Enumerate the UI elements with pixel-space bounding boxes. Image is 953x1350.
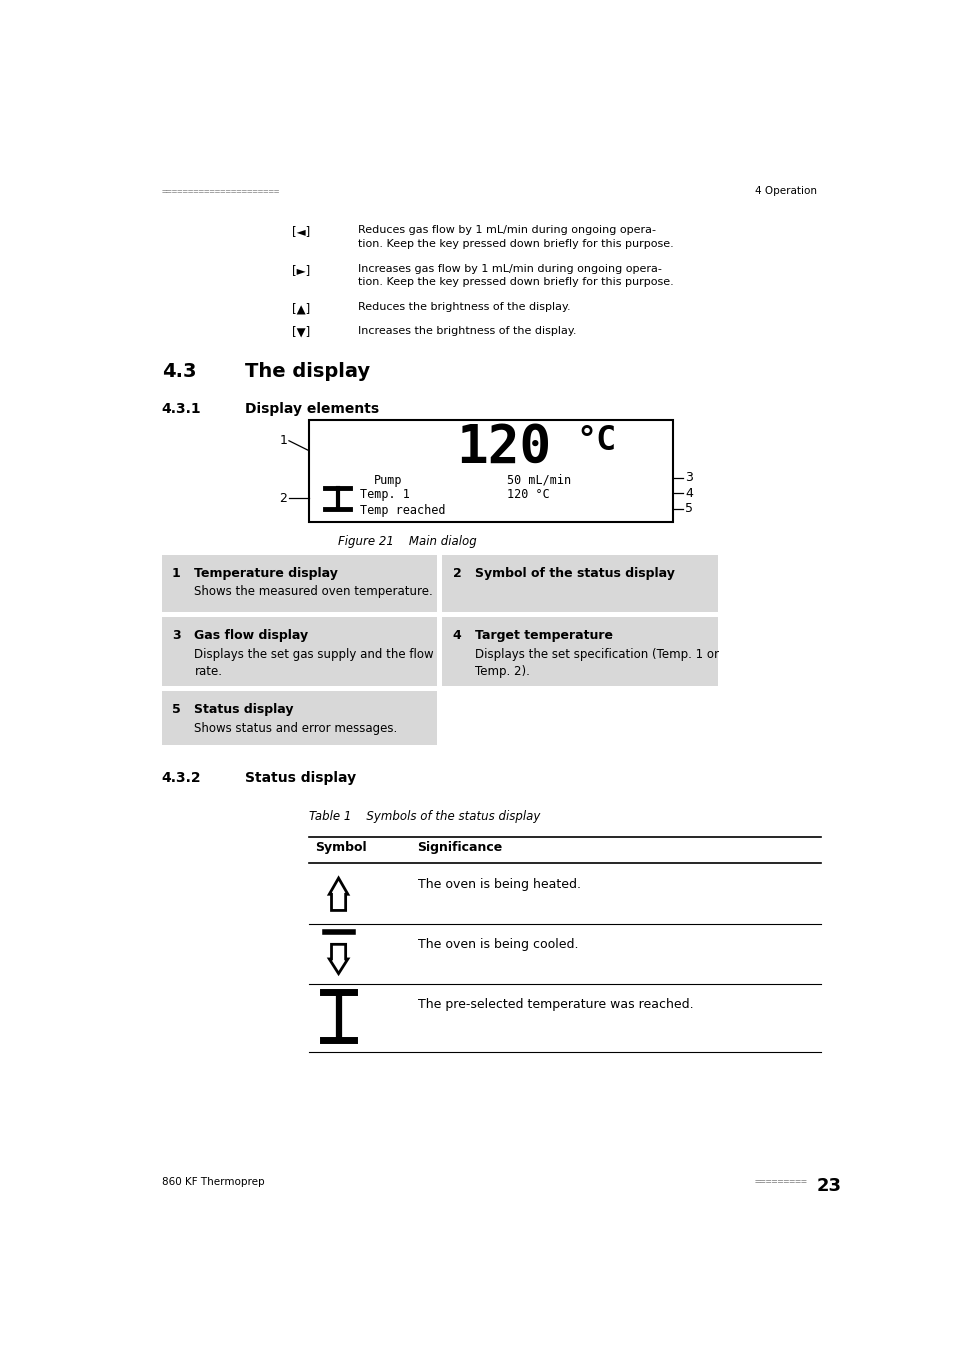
Text: Shows the measured oven temperature.: Shows the measured oven temperature. [194, 586, 433, 598]
Text: 4.3.2: 4.3.2 [162, 771, 201, 786]
Text: =========: ========= [754, 1177, 807, 1187]
Text: Temp reached: Temp reached [359, 504, 444, 517]
Text: 860 KF Thermoprep: 860 KF Thermoprep [162, 1177, 264, 1187]
Text: 23: 23 [816, 1177, 841, 1195]
Text: ======================: ====================== [162, 186, 280, 196]
Text: 5: 5 [172, 703, 180, 717]
Text: 5: 5 [684, 502, 692, 514]
Text: 4: 4 [452, 629, 460, 643]
FancyBboxPatch shape [442, 555, 717, 613]
Text: Displays the set specification (Temp. 1 or
Temp. 2).: Displays the set specification (Temp. 1 … [475, 648, 719, 678]
Text: Increases gas flow by 1 mL/min during ongoing opera-
tion. Keep the key pressed : Increases gas flow by 1 mL/min during on… [357, 263, 673, 288]
Text: Gas flow display: Gas flow display [194, 629, 308, 643]
Text: Pump: Pump [373, 474, 401, 487]
FancyBboxPatch shape [162, 617, 436, 686]
Text: [▲]: [▲] [292, 302, 310, 315]
Text: Symbol: Symbol [315, 841, 367, 855]
FancyBboxPatch shape [309, 420, 673, 522]
Text: 50 mL/min: 50 mL/min [506, 474, 570, 487]
Text: °C: °C [576, 424, 616, 456]
Text: 4.3.1: 4.3.1 [162, 402, 201, 416]
Text: 4 Operation: 4 Operation [754, 186, 816, 196]
Text: 4: 4 [684, 486, 692, 500]
Text: [◄]: [◄] [292, 225, 310, 238]
Text: Temp. 1: Temp. 1 [359, 489, 409, 501]
Text: The pre-selected temperature was reached.: The pre-selected temperature was reached… [417, 998, 693, 1011]
FancyBboxPatch shape [162, 691, 436, 745]
Text: 120 °C: 120 °C [506, 489, 549, 501]
Text: Status display: Status display [245, 771, 355, 786]
Text: Display elements: Display elements [245, 402, 378, 416]
Text: Displays the set gas supply and the flow
rate.: Displays the set gas supply and the flow… [194, 648, 434, 678]
Text: The oven is being heated.: The oven is being heated. [417, 878, 580, 891]
Text: Increases the brightness of the display.: Increases the brightness of the display. [357, 325, 576, 336]
Text: The display: The display [245, 362, 370, 381]
Text: 2: 2 [279, 491, 287, 505]
Text: The oven is being cooled.: The oven is being cooled. [417, 938, 578, 952]
FancyBboxPatch shape [162, 555, 436, 613]
Text: 1: 1 [172, 567, 180, 580]
Text: Shows status and error messages.: Shows status and error messages. [194, 722, 397, 734]
Text: [▼]: [▼] [292, 325, 310, 339]
Text: Table 1    Symbols of the status display: Table 1 Symbols of the status display [309, 810, 540, 822]
Text: 3: 3 [684, 471, 692, 485]
Text: Figure 21    Main dialog: Figure 21 Main dialog [337, 536, 476, 548]
Text: 120: 120 [456, 423, 551, 474]
Text: Symbol of the status display: Symbol of the status display [475, 567, 674, 580]
Text: Temperature display: Temperature display [194, 567, 338, 580]
Text: Target temperature: Target temperature [475, 629, 613, 643]
Text: 2: 2 [452, 567, 460, 580]
Text: [►]: [►] [292, 263, 310, 277]
Text: 4.3: 4.3 [162, 362, 196, 381]
Text: Reduces the brightness of the display.: Reduces the brightness of the display. [357, 302, 570, 312]
FancyBboxPatch shape [442, 617, 717, 686]
Text: 3: 3 [172, 629, 180, 643]
Text: 1: 1 [279, 435, 287, 447]
Text: Significance: Significance [417, 841, 502, 855]
Text: Status display: Status display [194, 703, 294, 717]
Text: Reduces gas flow by 1 mL/min during ongoing opera-
tion. Keep the key pressed do: Reduces gas flow by 1 mL/min during ongo… [357, 225, 673, 248]
